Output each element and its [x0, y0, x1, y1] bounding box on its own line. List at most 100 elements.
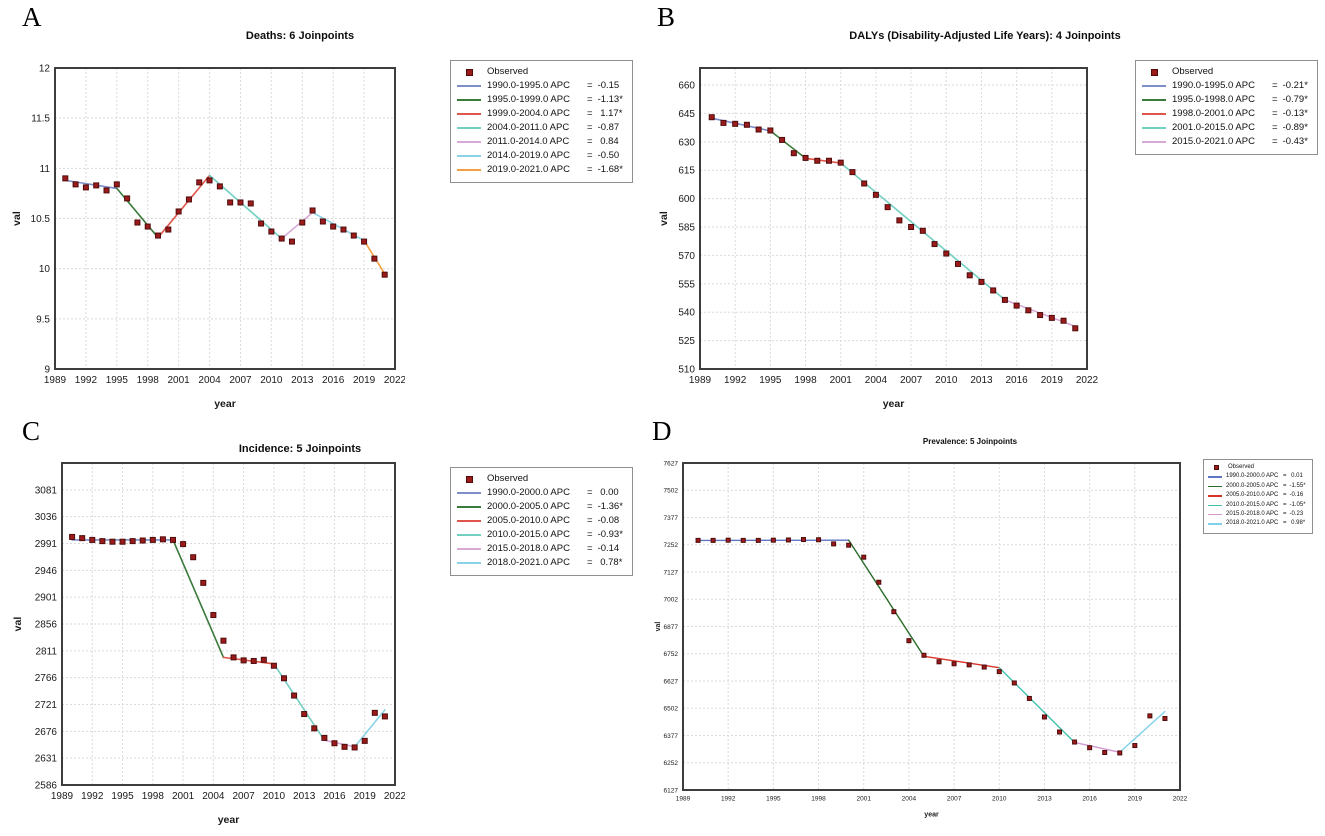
x-tick-label: 2016: [322, 375, 345, 386]
x-tick-label: 2001: [168, 375, 191, 386]
segment-line-icon: [1208, 485, 1222, 488]
panel-letter-a: A: [22, 2, 42, 32]
observed-point: [861, 554, 867, 560]
y-tick-label: 615: [678, 166, 695, 177]
observed-point: [361, 238, 368, 245]
y-tick-label: 11: [40, 164, 51, 175]
observed-point: [278, 235, 285, 242]
y-axis-label: val: [12, 617, 24, 632]
x-tick-label: 2019: [353, 375, 376, 386]
y-tick-label: 2766: [35, 673, 58, 684]
observed-marker-icon: [466, 68, 473, 76]
legend-apc-value: -0.79*: [1282, 94, 1308, 105]
legend-apc-value: 1.17*: [597, 108, 623, 119]
legend-apc-value: 0.98*: [1289, 520, 1306, 527]
legend-segment-range: 2018.0-2021.0 APC: [1226, 520, 1279, 527]
panel-letter-c: C: [22, 416, 41, 446]
trend-segment: [323, 739, 356, 748]
y-tick-label: 540: [678, 308, 695, 319]
observed-point: [1013, 302, 1020, 309]
legend-entry-segment: 2010.0-2015.0 APC = -0.93*: [457, 528, 623, 542]
legend-a: Observed 1990.0-1995.0 APC = -0.15 1995.0-19…: [450, 60, 633, 183]
x-axis-ticks: 1989 1992 1995 1998 2001 2004 2007 2010 2013 2016…: [44, 375, 405, 386]
observed-marker-icon: [1151, 68, 1158, 76]
legend-entry-segment: 1990.0-1995.0 APC = -0.15: [457, 79, 623, 93]
observed-point: [966, 272, 973, 279]
observed-point: [849, 169, 856, 176]
observed-point: [227, 199, 234, 206]
y-tick-label: 510: [678, 365, 695, 376]
legend-segment-range: 2005.0-2010.0 APC: [1226, 492, 1279, 499]
observed-point: [69, 533, 76, 540]
observed-point: [247, 200, 254, 207]
legend-entry-segment: 2018.0-2021.0 APC = 0.98*: [1208, 519, 1306, 528]
legend-segment-range: 1990.0-1995.0 APC: [1172, 80, 1255, 91]
legend-segment-range: 2000.0-2005.0 APC: [1226, 482, 1279, 489]
legend-entry-segment: 2018.0-2021.0 APC = 0.78*: [457, 556, 623, 570]
observed-point: [250, 657, 257, 664]
legend-segment-range: 2015.0-2018.0 APC: [1226, 511, 1279, 518]
legend-segment-range: 1990.0-2000.0 APC: [1226, 473, 1279, 480]
legend-equals: =: [1272, 80, 1278, 91]
observed-point: [800, 537, 806, 543]
observed-point: [196, 179, 203, 186]
observed-point: [708, 114, 715, 121]
legend-segment-range: 2018.0-2021.0 APC: [487, 557, 570, 568]
x-tick-label: 1992: [724, 375, 747, 386]
observed-point: [268, 228, 275, 235]
observed-point: [381, 271, 388, 278]
trend-segment: [998, 667, 1076, 744]
x-tick-label: 1989: [44, 375, 67, 386]
observed-point: [1087, 745, 1093, 751]
observed-point: [79, 535, 86, 542]
segment-line-icon: [457, 562, 481, 564]
segment-line-icon: [1142, 113, 1166, 115]
observed-point: [281, 675, 287, 682]
observed-point: [210, 612, 217, 619]
observed-point: [144, 223, 151, 230]
segment-line-icon: [457, 506, 481, 508]
legend-entry-segment: 2010.0-2015.0 APC = -1.05*: [1208, 501, 1306, 510]
y-tick-label: 6877: [664, 624, 679, 631]
plot-border: [61, 462, 396, 786]
observed-point: [931, 241, 938, 248]
x-tick-label: 2010: [992, 796, 1007, 803]
panel-title-d: Prevalence: 5 Joinpoints: [922, 437, 1018, 446]
observed-point: [921, 652, 927, 658]
y-axis-label: val: [658, 211, 670, 226]
legend-entry-segment: 2000.0-2005.0 APC = -1.55*: [1208, 482, 1306, 491]
plot-border: [54, 67, 396, 370]
y-tick-label: 10: [39, 264, 51, 275]
x-tick-label: 2004: [198, 375, 221, 386]
legend-entry-segment: 1995.0-1999.0 APC = -1.13*: [457, 93, 623, 107]
plot-border: [699, 67, 1088, 370]
chart-b-canvas: 510 525 540 555 570 585 600 615 630 645 660 1989 199…: [658, 67, 1099, 410]
observed-point: [139, 537, 146, 544]
x-axis-label: year: [924, 812, 939, 819]
plot-border: [682, 462, 1181, 791]
trend-segment: [280, 211, 314, 240]
legend-observed-label: Observed: [487, 66, 529, 77]
observed-point: [755, 537, 761, 543]
y-tick-label: 6252: [664, 760, 679, 767]
observed-point: [258, 220, 265, 227]
x-axis-label: year: [218, 814, 240, 826]
x-tick-label: 2007: [900, 375, 923, 386]
y-tick-label: 2991: [35, 539, 58, 550]
legend-segment-range: 2005.0-2010.0 APC: [487, 515, 570, 526]
trend-segment: [172, 539, 225, 659]
y-tick-label: 525: [678, 336, 695, 347]
observed-point: [270, 662, 277, 669]
y-tick-label: 645: [678, 109, 695, 120]
y-tick-label: 6752: [664, 651, 679, 658]
observed-point: [82, 184, 89, 191]
legend-equals: =: [587, 557, 593, 568]
observed-points: [69, 533, 388, 751]
observed-point: [891, 609, 897, 615]
observed-point: [906, 638, 912, 644]
segment-line-icon: [1208, 476, 1222, 478]
y-tick-label: 660: [678, 81, 695, 92]
legend-apc-value: -0.43*: [1282, 136, 1308, 147]
x-tick-label: 2016: [323, 791, 346, 802]
gridlines: [699, 68, 1088, 370]
